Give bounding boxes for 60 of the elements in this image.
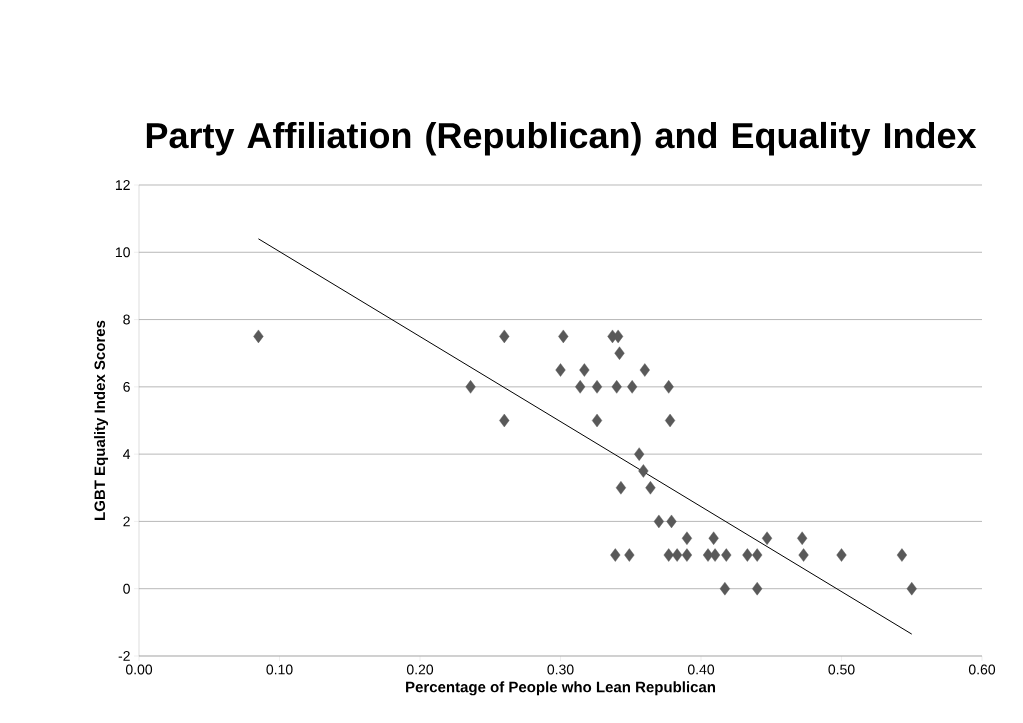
point [638,464,649,478]
point [615,481,626,495]
point [591,380,603,394]
point [663,548,674,562]
chart-title: Party Affiliation (Republican) and Equality Index [146,121,977,156]
x-tick-label: 0.50 [828,664,855,675]
y-tick-label: 10 [115,247,130,258]
y-tick-label: 8 [123,314,130,325]
point [761,531,773,545]
point [681,531,693,545]
y-tick-label: 2 [123,516,130,527]
y-tick-label: 0 [123,583,130,594]
y-tick-label: 12 [115,180,130,190]
point [253,329,264,344]
point [672,548,683,562]
point [719,582,730,596]
point [613,329,624,344]
point [645,481,656,495]
point [614,346,625,360]
point [798,548,809,562]
point [499,329,510,344]
point [752,582,763,596]
point [611,380,622,394]
y-axis-title: LGBT Equality Index Scores [94,320,109,520]
point [663,380,674,394]
point [797,531,808,545]
point [465,380,476,394]
point [666,514,677,529]
point [624,548,635,562]
x-tick-label: 0.00 [125,664,153,675]
point [639,363,650,377]
point [499,413,510,428]
point [610,548,621,562]
x-axis-title: Percentage of People who Lean Republican [406,681,716,696]
point [896,548,907,562]
x-tick-label: 0.40 [687,664,715,675]
point [665,413,676,428]
point [708,531,719,545]
point [709,548,721,562]
point [681,548,693,562]
y-tick-label: -2 [118,651,130,661]
point [558,329,569,344]
x-tick-label: 0.30 [547,664,574,675]
x-tick-label: 0.10 [266,664,293,675]
point [653,514,664,529]
point [627,380,638,394]
y-tick-label: 4 [123,449,131,459]
x-tick-label: 0.20 [406,664,434,675]
point [555,363,566,377]
point [591,413,603,428]
point [721,548,732,562]
point [579,363,590,377]
point [836,548,847,562]
y-tick-label: 6 [123,381,130,392]
point [634,447,645,461]
point [752,548,763,562]
point [906,582,917,596]
point [742,548,753,562]
point [575,380,586,394]
x-tick-label: 0.60 [968,664,996,675]
